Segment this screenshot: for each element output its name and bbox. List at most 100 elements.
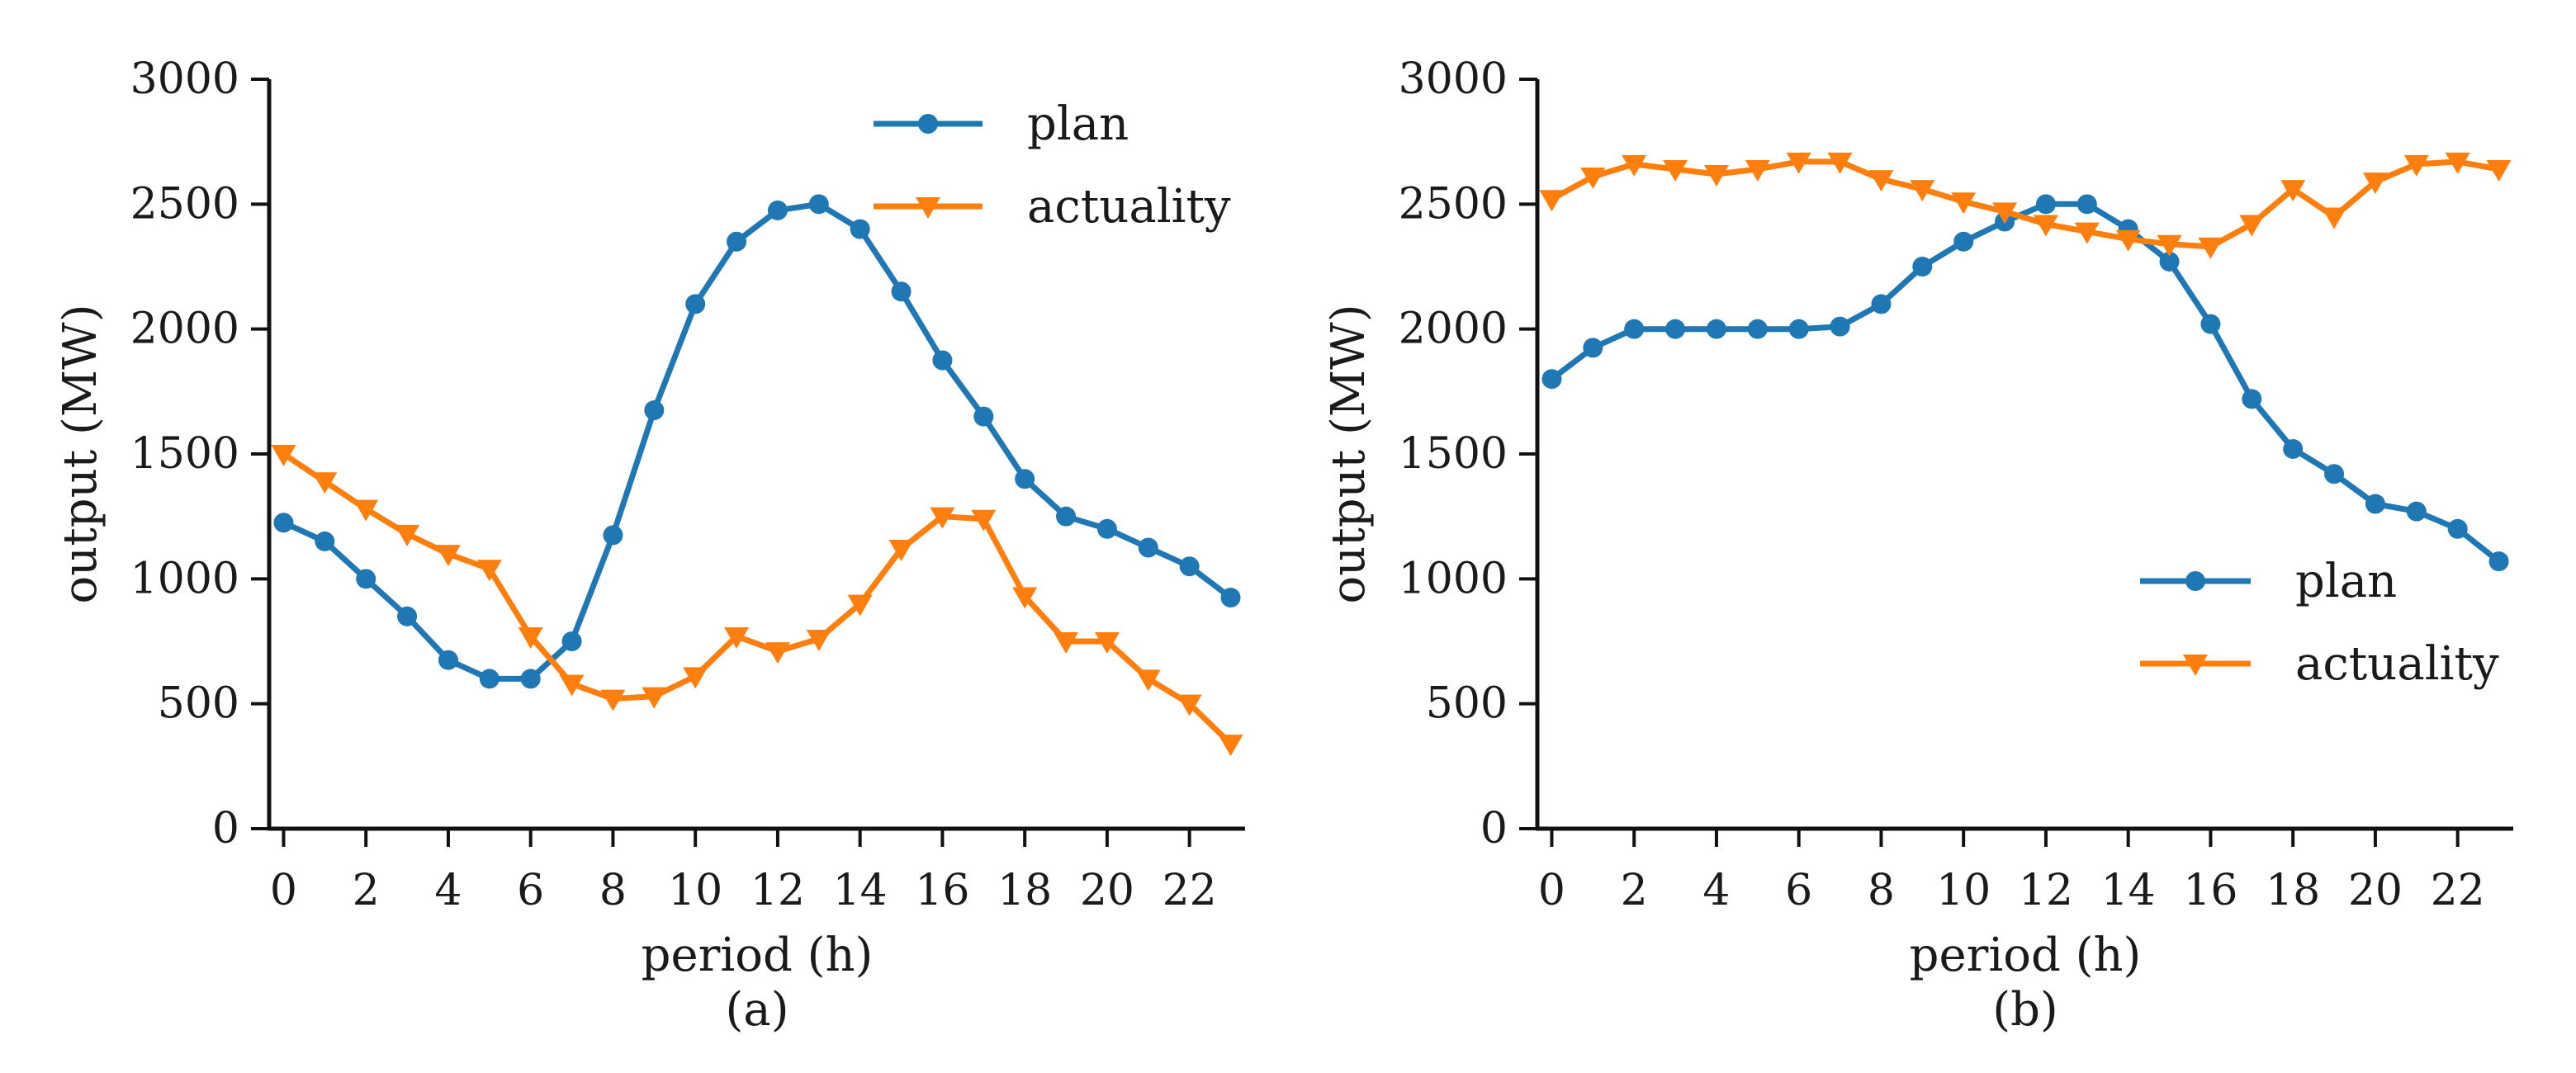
data-point-actuality xyxy=(1177,694,1202,716)
data-point-actuality xyxy=(1580,168,1606,190)
data-point-plan xyxy=(1953,231,1974,252)
data-point-actuality xyxy=(971,509,997,532)
x-tick-label: 4 xyxy=(1702,866,1730,915)
data-point-plan xyxy=(891,281,912,302)
data-point-plan xyxy=(1871,294,1892,314)
x-tick-label: 20 xyxy=(1080,866,1134,915)
data-point-plan xyxy=(932,350,953,371)
data-point-actuality xyxy=(930,507,955,529)
data-point-actuality xyxy=(806,629,831,651)
x-tick-label: 10 xyxy=(668,866,722,915)
data-point-actuality xyxy=(2033,215,2058,237)
data-point-actuality xyxy=(683,667,708,689)
data-point-plan xyxy=(1179,556,1200,577)
data-point-plan xyxy=(1624,319,1645,339)
data-point-actuality xyxy=(2198,237,2223,259)
data-point-plan xyxy=(2365,494,2385,514)
data-point-plan xyxy=(315,531,335,551)
data-point-actuality xyxy=(1992,202,2018,225)
data-point-plan xyxy=(1138,537,1158,558)
data-point-plan xyxy=(397,606,418,626)
data-point-actuality xyxy=(1135,669,1161,692)
data-point-plan xyxy=(479,669,500,689)
data-point-plan xyxy=(767,200,788,220)
y-tick-label: 1500 xyxy=(130,429,239,479)
data-point-plan xyxy=(273,513,294,533)
x-axis-label: period (h) xyxy=(1910,929,2142,982)
data-point-actuality xyxy=(888,540,914,562)
data-point-plan xyxy=(1788,319,1809,339)
data-point-plan xyxy=(2283,438,2304,459)
data-point-actuality xyxy=(1786,152,1811,174)
panel-label: (a) xyxy=(725,983,788,1037)
y-tick-label: 2500 xyxy=(130,179,239,229)
x-tick-label: 22 xyxy=(1163,866,1217,915)
data-point-actuality xyxy=(518,626,543,649)
y-tick-label: 1000 xyxy=(130,554,239,603)
x-tick-label: 20 xyxy=(2348,866,2403,915)
data-point-plan xyxy=(2324,464,2345,485)
data-point-actuality xyxy=(2239,215,2265,237)
data-point-actuality xyxy=(2486,159,2512,182)
data-point-plan xyxy=(1912,257,1933,277)
y-tick-label: 3000 xyxy=(130,54,239,104)
x-tick-label: 14 xyxy=(2101,866,2156,915)
data-point-plan xyxy=(1830,316,1850,337)
data-point-plan xyxy=(2035,194,2056,215)
series-line-actuality xyxy=(281,451,1234,747)
data-point-plan xyxy=(438,650,458,670)
y-tick-label: 0 xyxy=(1480,804,1508,853)
data-point-actuality xyxy=(1827,152,1853,174)
x-tick-label: 0 xyxy=(1538,866,1565,915)
data-point-actuality xyxy=(1012,587,1038,609)
y-tick-label: 2000 xyxy=(130,305,239,354)
data-point-actuality xyxy=(2115,229,2141,252)
chart-panel-a: 0 500 1000 1500 2000 2500 3000 0 2 4 6 8 10 12 14 16 18 2… xyxy=(54,54,1245,1037)
data-point-actuality xyxy=(2280,180,2306,202)
data-point-actuality xyxy=(600,689,626,711)
y-tick-label: 1500 xyxy=(1399,429,1508,479)
data-point-actuality xyxy=(2157,234,2182,257)
legend-label-plan: plan xyxy=(2295,555,2397,608)
x-tick-label: 2 xyxy=(353,866,380,915)
data-point-plan xyxy=(2447,518,2468,539)
legend-marker-actuality xyxy=(2183,655,2208,676)
data-point-actuality xyxy=(271,445,296,466)
data-point-plan xyxy=(2242,389,2262,409)
data-point-actuality xyxy=(765,642,790,664)
y-tick-label: 1000 xyxy=(1399,554,1508,603)
x-tick-label: 16 xyxy=(2183,866,2237,915)
data-point-actuality xyxy=(847,594,873,617)
data-point-actuality xyxy=(395,524,420,546)
data-point-actuality xyxy=(1745,159,1770,182)
data-point-plan xyxy=(644,400,665,421)
x-tick-label: 12 xyxy=(2019,866,2073,915)
chart-panel-b: 0 500 1000 1500 2000 2500 3000 0 2 4 6 8 10 12 14 16 18 2… xyxy=(1322,54,2513,1037)
data-point-actuality xyxy=(1218,735,1243,757)
y-tick-label: 500 xyxy=(1426,679,1508,729)
y-axis-label: output (MW) xyxy=(54,304,107,603)
data-point-plan xyxy=(561,631,582,651)
data-point-plan xyxy=(2488,551,2509,572)
data-point-actuality xyxy=(1703,165,1729,187)
data-point-actuality xyxy=(1868,170,1894,192)
legend-marker-plan xyxy=(2185,571,2205,591)
legend-marker-actuality xyxy=(916,197,940,219)
x-tick-label: 4 xyxy=(434,866,462,915)
y-tick-label: 2000 xyxy=(1399,305,1508,354)
legend-label-plan: plan xyxy=(1027,97,1129,151)
series-line-plan xyxy=(281,201,1234,682)
data-point-plan xyxy=(2159,251,2180,272)
data-point-plan xyxy=(973,406,994,427)
data-point-plan xyxy=(727,231,747,252)
data-point-plan xyxy=(1665,319,1686,339)
data-point-plan xyxy=(1096,518,1117,539)
data-point-plan xyxy=(1220,588,1241,608)
x-axis-label: period (h) xyxy=(642,929,874,982)
data-point-plan xyxy=(1541,369,1562,390)
data-point-plan xyxy=(603,525,623,546)
data-point-actuality xyxy=(1951,192,1977,215)
data-point-actuality xyxy=(2403,154,2429,177)
x-tick-label: 18 xyxy=(2266,866,2320,915)
y-tick-label: 0 xyxy=(212,804,239,853)
